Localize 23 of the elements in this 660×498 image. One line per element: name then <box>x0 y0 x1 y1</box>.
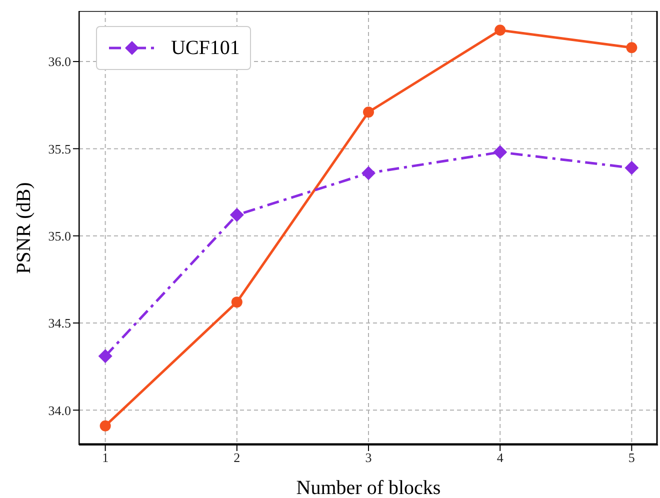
point <box>363 106 374 118</box>
point <box>100 420 111 432</box>
point <box>230 208 244 222</box>
point <box>98 349 112 364</box>
x-tick-label: 2 <box>234 450 240 466</box>
x-tick-label: 5 <box>628 450 635 466</box>
point <box>626 42 638 54</box>
point <box>362 166 376 180</box>
x-tick-label: 1 <box>102 450 109 466</box>
point <box>493 145 508 160</box>
y-tick-label: 35.0 <box>48 228 71 244</box>
point <box>494 24 506 36</box>
point <box>231 296 242 308</box>
y-tick-label: 34.0 <box>48 402 71 418</box>
y-tick-label: 34.5 <box>48 316 71 331</box>
legend-label: UCF101 <box>171 36 240 61</box>
point <box>624 160 639 175</box>
y-tick-label: 35.5 <box>48 141 71 156</box>
x-tick-label: 3 <box>365 450 372 466</box>
y-axis-title: PSNR (dB) <box>13 182 35 274</box>
x-tick-label: 4 <box>496 450 504 466</box>
y-tick-label: 36.0 <box>48 54 71 70</box>
x-axis-title: Number of blocks <box>296 477 441 498</box>
